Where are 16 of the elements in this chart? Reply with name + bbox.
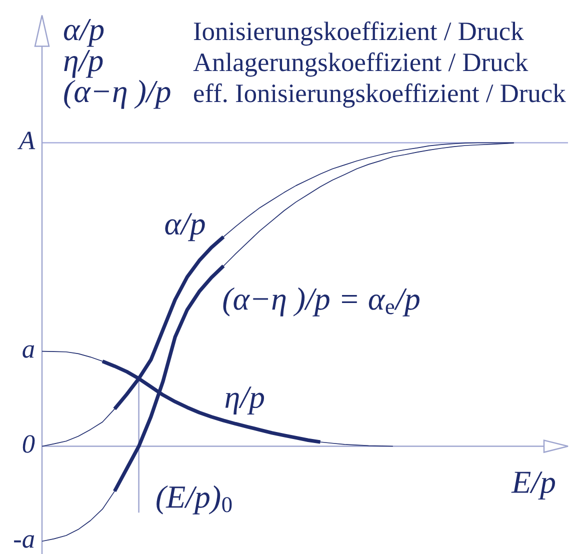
text: η/p (64, 50, 103, 78)
text: Anlagerungskoeffizient / Druck (193, 52, 528, 77)
series-label: α/p (165, 213, 205, 242)
annotation: 0 (222, 497, 232, 512)
text: (α−η )/p (64, 80, 170, 109)
text: Ionisierungskoeffizient / Druck (194, 21, 524, 46)
text: a (22, 345, 34, 358)
x-axis-title: E/p (511, 472, 556, 500)
text: (E/p) (156, 485, 220, 514)
series-label: (α−η )/p = α$_{e}$/p (223, 287, 420, 316)
text: 0 (22, 435, 35, 453)
series-label: η/p (225, 386, 264, 415)
text: eff. Ionisierungskoeffizient / Druck (194, 83, 566, 108)
text: α/p (64, 18, 104, 47)
text: -a (14, 535, 34, 548)
text: A (17, 132, 36, 150)
